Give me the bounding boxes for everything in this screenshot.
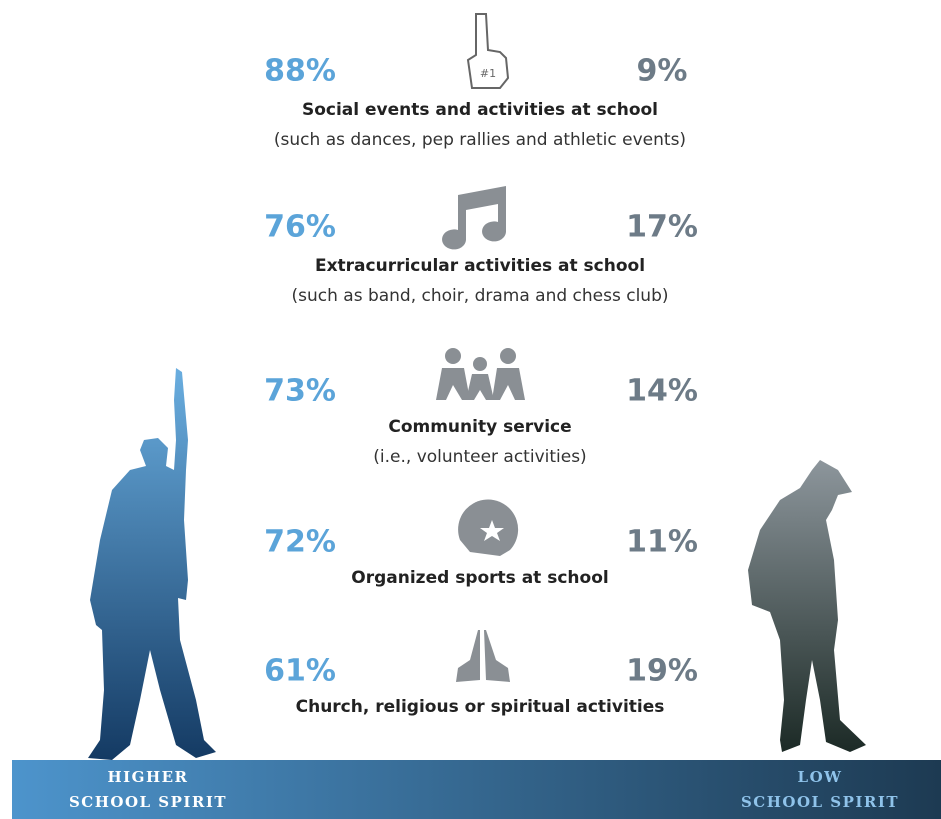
svg-text:#1: #1 bbox=[480, 67, 496, 80]
praying-hands-icon bbox=[456, 630, 510, 682]
item-title: Extracurricular activities at school bbox=[315, 256, 645, 276]
low-label: SCHOOL SPIRIT bbox=[741, 793, 899, 811]
item-subtitle: (such as dances, pep rallies and athleti… bbox=[274, 130, 686, 150]
low-label: LOW bbox=[798, 768, 843, 786]
footer-labels: HIGHER SCHOOL SPIRIT LOW SCHOOL SPIRIT bbox=[69, 768, 899, 811]
higher-percent: 61% bbox=[264, 654, 336, 689]
people-icon bbox=[436, 348, 525, 400]
low-percent: 14% bbox=[626, 374, 698, 409]
higher-spirit-figure bbox=[88, 368, 216, 760]
low-spirit-figure bbox=[748, 460, 866, 752]
low-percent: 9% bbox=[637, 54, 688, 89]
higher-label: HIGHER bbox=[107, 768, 188, 786]
higher-percent: 76% bbox=[264, 210, 336, 245]
higher-percent: 73% bbox=[264, 374, 336, 409]
low-percent: 17% bbox=[626, 210, 698, 245]
item-title: Organized sports at school bbox=[351, 568, 608, 588]
higher-percent: 72% bbox=[264, 525, 336, 560]
item-title: Community service bbox=[388, 417, 571, 437]
items: 88% 9% Social events and activities at sch… bbox=[264, 54, 698, 718]
item-subtitle: (such as band, choir, drama and chess cl… bbox=[291, 286, 668, 306]
item-subtitle: (i.e., volunteer activities) bbox=[373, 447, 586, 467]
helmet-icon bbox=[458, 499, 519, 556]
higher-label: SCHOOL SPIRIT bbox=[69, 793, 227, 811]
item-title: Social events and activities at school bbox=[302, 100, 658, 120]
music-note-icon bbox=[442, 186, 506, 250]
higher-percent: 88% bbox=[264, 54, 336, 89]
low-percent: 11% bbox=[626, 525, 698, 560]
low-percent: 19% bbox=[626, 654, 698, 689]
foam-finger-icon: #1 bbox=[466, 13, 510, 89]
item-title: Church, religious or spiritual activitie… bbox=[296, 697, 665, 717]
footer-band bbox=[12, 760, 941, 819]
